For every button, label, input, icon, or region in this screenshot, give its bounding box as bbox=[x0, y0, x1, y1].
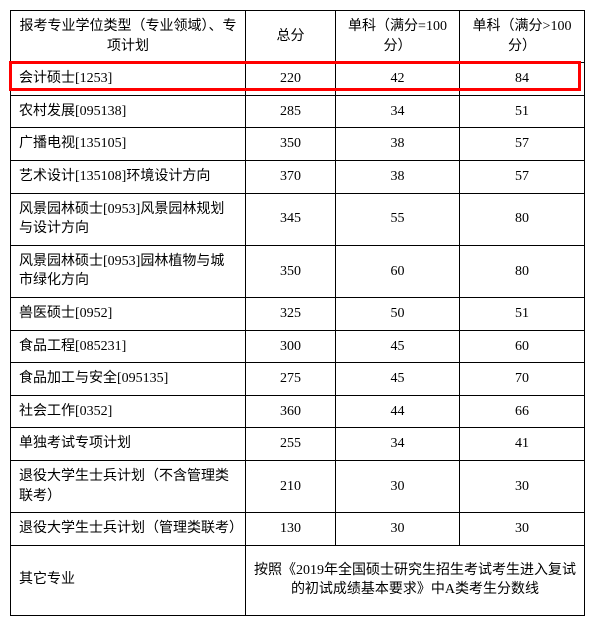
cell-total: 325 bbox=[246, 297, 336, 330]
other-row: 其它专业 按照《2019年全国硕士研究生招生考试考生进入复试的初试成绩基本要求》… bbox=[11, 545, 585, 615]
cell-name: 食品工程[085231] bbox=[11, 330, 246, 363]
cell-subject2: 60 bbox=[460, 330, 585, 363]
cell-subject2: 51 bbox=[460, 95, 585, 128]
cell-name: 广播电视[135105] bbox=[11, 128, 246, 161]
table-row: 风景园林硕士[0953]园林植物与城市绿化方向3506080 bbox=[11, 245, 585, 297]
table-row: 风景园林硕士[0953]风景园林规划与设计方向3455580 bbox=[11, 193, 585, 245]
cell-name: 风景园林硕士[0953]风景园林规划与设计方向 bbox=[11, 193, 246, 245]
cell-total: 350 bbox=[246, 245, 336, 297]
cell-subject1: 44 bbox=[336, 395, 460, 428]
cell-subject2: 57 bbox=[460, 160, 585, 193]
cell-name: 退役大学生士兵计划（管理类联考） bbox=[11, 513, 246, 546]
cell-subject1: 45 bbox=[336, 330, 460, 363]
cell-subject2: 57 bbox=[460, 128, 585, 161]
table-row: 会计硕士[1253]2204284 bbox=[11, 63, 585, 96]
cell-subject1: 50 bbox=[336, 297, 460, 330]
cell-name: 食品加工与安全[095135] bbox=[11, 363, 246, 396]
header-row: 报考专业学位类型（专业领域）、专项计划 总分 单科（满分=100分） 单科（满分… bbox=[11, 11, 585, 63]
cell-subject2: 80 bbox=[460, 193, 585, 245]
table-row: 兽医硕士[0952]3255051 bbox=[11, 297, 585, 330]
cell-subject1: 34 bbox=[336, 95, 460, 128]
cell-subject2: 66 bbox=[460, 395, 585, 428]
cell-total: 360 bbox=[246, 395, 336, 428]
table-wrapper: 报考专业学位类型（专业领域）、专项计划 总分 单科（满分=100分） 单科（满分… bbox=[10, 10, 585, 616]
cell-subject1: 45 bbox=[336, 363, 460, 396]
cell-name: 艺术设计[135108]环境设计方向 bbox=[11, 160, 246, 193]
cell-name: 社会工作[0352] bbox=[11, 395, 246, 428]
cell-name: 兽医硕士[0952] bbox=[11, 297, 246, 330]
table-row: 单独考试专项计划2553441 bbox=[11, 428, 585, 461]
header-total: 总分 bbox=[246, 11, 336, 63]
cell-subject1: 38 bbox=[336, 160, 460, 193]
table-row: 农村发展[095138]2853451 bbox=[11, 95, 585, 128]
cell-subject1: 55 bbox=[336, 193, 460, 245]
header-name: 报考专业学位类型（专业领域）、专项计划 bbox=[11, 11, 246, 63]
cell-subject1: 60 bbox=[336, 245, 460, 297]
cell-subject2: 84 bbox=[460, 63, 585, 96]
header-subject1: 单科（满分=100分） bbox=[336, 11, 460, 63]
cell-total: 255 bbox=[246, 428, 336, 461]
table-row: 食品工程[085231]3004560 bbox=[11, 330, 585, 363]
cell-name: 单独考试专项计划 bbox=[11, 428, 246, 461]
cell-subject2: 80 bbox=[460, 245, 585, 297]
cell-subject2: 30 bbox=[460, 513, 585, 546]
table-row: 广播电视[135105]3503857 bbox=[11, 128, 585, 161]
cell-total: 350 bbox=[246, 128, 336, 161]
cell-name: 农村发展[095138] bbox=[11, 95, 246, 128]
table-row: 艺术设计[135108]环境设计方向3703857 bbox=[11, 160, 585, 193]
table-row: 食品加工与安全[095135]2754570 bbox=[11, 363, 585, 396]
cell-total: 285 bbox=[246, 95, 336, 128]
cell-total: 275 bbox=[246, 363, 336, 396]
cell-total: 300 bbox=[246, 330, 336, 363]
cell-total: 130 bbox=[246, 513, 336, 546]
table-row: 社会工作[0352]3604466 bbox=[11, 395, 585, 428]
cell-total: 345 bbox=[246, 193, 336, 245]
other-name: 其它专业 bbox=[11, 545, 246, 615]
header-subject2: 单科（满分>100分） bbox=[460, 11, 585, 63]
cell-total: 370 bbox=[246, 160, 336, 193]
cell-name: 会计硕士[1253] bbox=[11, 63, 246, 96]
cell-subject1: 38 bbox=[336, 128, 460, 161]
cell-subject1: 30 bbox=[336, 513, 460, 546]
cell-subject2: 41 bbox=[460, 428, 585, 461]
score-table: 报考专业学位类型（专业领域）、专项计划 总分 单科（满分=100分） 单科（满分… bbox=[10, 10, 585, 616]
other-note: 按照《2019年全国硕士研究生招生考试考生进入复试的初试成绩基本要求》中A类考生… bbox=[246, 545, 585, 615]
cell-subject2: 51 bbox=[460, 297, 585, 330]
cell-name: 风景园林硕士[0953]园林植物与城市绿化方向 bbox=[11, 245, 246, 297]
cell-subject2: 70 bbox=[460, 363, 585, 396]
cell-total: 220 bbox=[246, 63, 336, 96]
cell-subject1: 34 bbox=[336, 428, 460, 461]
table-row: 退役大学生士兵计划（管理类联考）1303030 bbox=[11, 513, 585, 546]
cell-subject1: 42 bbox=[336, 63, 460, 96]
